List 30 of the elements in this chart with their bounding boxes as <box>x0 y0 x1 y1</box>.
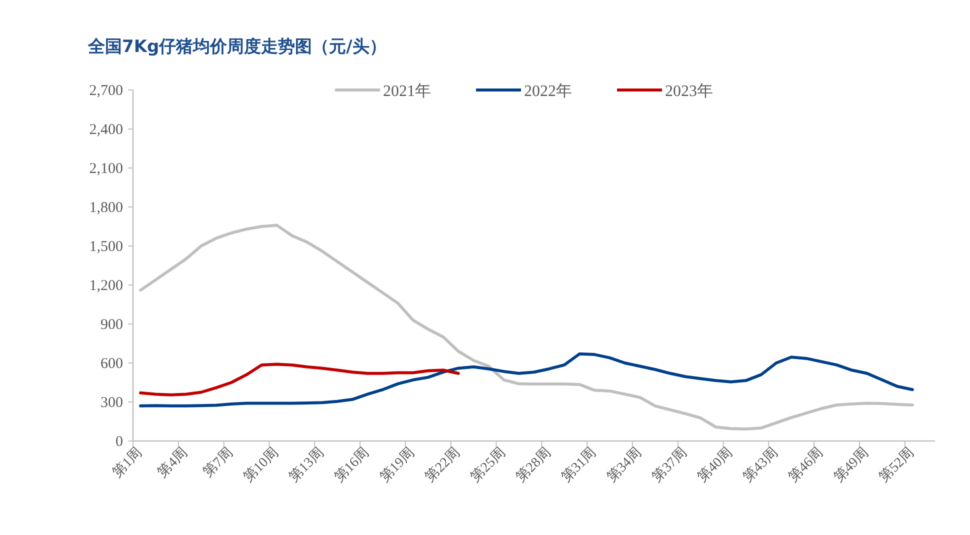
x-tick-label: 第31周 <box>558 444 600 486</box>
legend-label: 2022年 <box>524 83 572 100</box>
y-tick-label: 2,700 <box>89 83 123 99</box>
y-tick-label: 900 <box>100 317 123 333</box>
legend-label: 2023年 <box>665 83 713 100</box>
x-tick-label: 第19周 <box>376 444 418 486</box>
x-tick-label: 第49周 <box>830 444 872 486</box>
y-tick-label: 1,200 <box>89 278 123 294</box>
x-tick-label: 第52周 <box>876 444 918 486</box>
x-tick-label: 第37周 <box>649 444 690 486</box>
y-tick-label: 2,100 <box>89 161 123 177</box>
x-tick-label: 第28周 <box>513 444 554 486</box>
y-tick-label: 300 <box>100 395 123 411</box>
x-tick-label: 第46周 <box>785 444 826 486</box>
x-tick-label: 第16周 <box>331 444 372 486</box>
x-tick-label: 第22周 <box>422 444 464 486</box>
x-tick-label: 第25周 <box>468 444 509 486</box>
x-tick-label: 第10周 <box>240 444 282 486</box>
x-tick-label: 第43周 <box>740 444 782 486</box>
x-tick-label: 第40周 <box>694 444 736 486</box>
y-tick-label: 600 <box>100 356 123 372</box>
x-tick-label: 第7周 <box>200 444 236 481</box>
y-tick-label: 1,500 <box>89 239 123 255</box>
x-tick-label: 第4周 <box>154 444 191 481</box>
x-tick-label: 第34周 <box>604 444 645 486</box>
y-tick-label: 1,800 <box>89 200 123 216</box>
legend-label: 2021年 <box>383 83 431 100</box>
x-tick-label: 第13周 <box>286 444 328 486</box>
chart-title: 全国7Kg仔猪均价周度走势图（元/头） <box>87 37 386 57</box>
y-tick-label: 2,400 <box>89 122 123 138</box>
